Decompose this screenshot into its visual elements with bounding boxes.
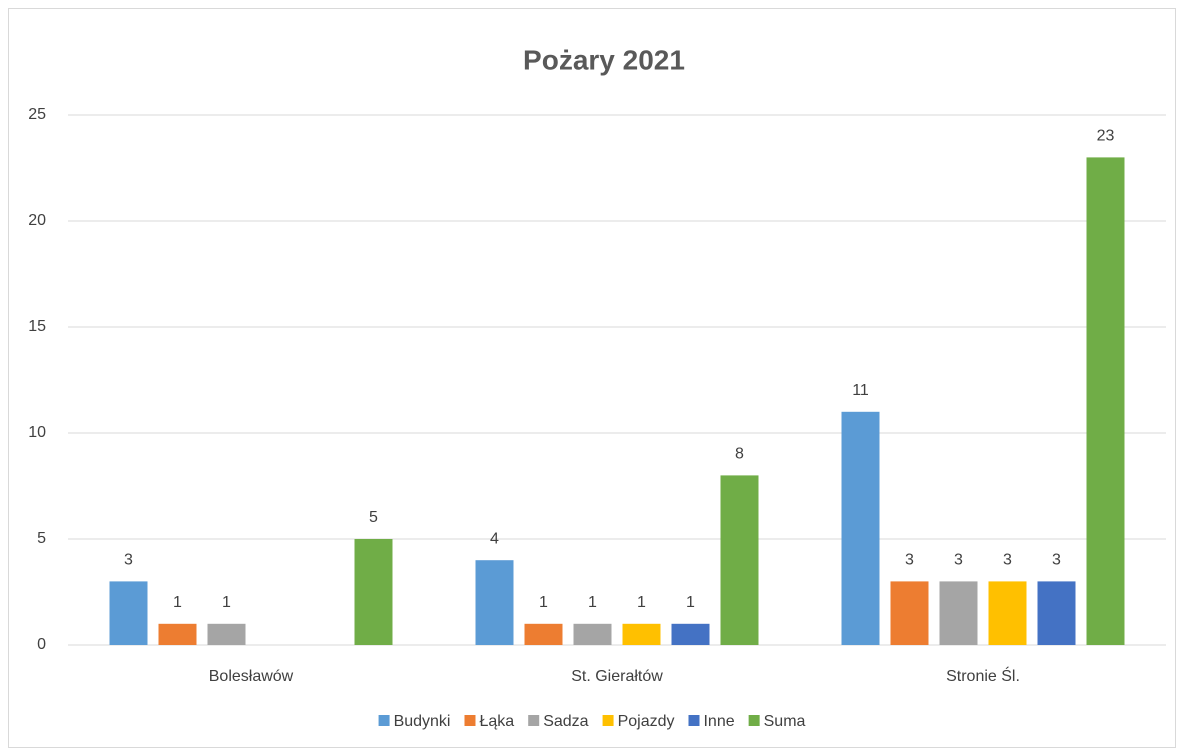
- data-label: 5: [369, 509, 378, 526]
- bar: [573, 623, 612, 645]
- bar: [207, 623, 246, 645]
- y-tick-label: 0: [37, 636, 46, 653]
- data-label: 3: [905, 552, 914, 569]
- bar: [720, 475, 759, 645]
- legend-swatch: [688, 715, 700, 726]
- legend-label: Pojazdy: [618, 713, 675, 730]
- bar: [622, 623, 661, 645]
- data-label: 1: [222, 594, 231, 611]
- legend-swatch: [464, 715, 476, 726]
- data-label: 4: [490, 530, 499, 547]
- bar: [890, 581, 929, 645]
- legend-swatch: [748, 715, 760, 726]
- x-tick-label: Stronie Śl.: [946, 666, 1020, 685]
- bar: [1037, 581, 1076, 645]
- legend-label: Sadza: [543, 713, 588, 730]
- data-label: 3: [1003, 552, 1012, 569]
- bar: [671, 623, 710, 645]
- x-tick-label: Bolesławów: [209, 668, 294, 685]
- data-label: 11: [852, 382, 869, 399]
- legend-swatch: [528, 715, 540, 726]
- data-label: 1: [539, 594, 548, 611]
- data-label: 1: [686, 594, 695, 611]
- legend-label: Suma: [764, 713, 806, 730]
- data-label: 1: [173, 594, 182, 611]
- bar: [988, 581, 1027, 645]
- data-label: 1: [588, 594, 597, 611]
- legend-label: Budynki: [394, 713, 451, 730]
- y-tick-label: 10: [28, 424, 46, 441]
- bar: [158, 623, 197, 645]
- legend-label: Inne: [703, 713, 734, 730]
- data-label: 23: [1097, 128, 1115, 145]
- data-label: 3: [124, 552, 133, 569]
- bar: [109, 581, 148, 645]
- chart-title: Pożary 2021: [523, 44, 685, 75]
- data-label: 3: [954, 552, 963, 569]
- bar: [939, 581, 978, 645]
- y-tick-label: 25: [28, 106, 46, 123]
- x-tick-label: St. Gierałtów: [571, 668, 663, 685]
- bar: [475, 560, 514, 645]
- y-tick-label: 20: [28, 212, 46, 229]
- y-tick-label: 5: [37, 530, 46, 547]
- bar: [354, 539, 393, 645]
- y-tick-label: 15: [28, 318, 46, 335]
- bar: [1086, 157, 1125, 645]
- bar: [841, 411, 880, 645]
- bar: [524, 623, 563, 645]
- legend-label: Łąka: [479, 713, 514, 730]
- legend-swatch: [378, 715, 390, 726]
- legend-swatch: [602, 715, 614, 726]
- data-label: 3: [1052, 552, 1061, 569]
- data-label: 1: [637, 594, 646, 611]
- data-label: 8: [735, 446, 744, 463]
